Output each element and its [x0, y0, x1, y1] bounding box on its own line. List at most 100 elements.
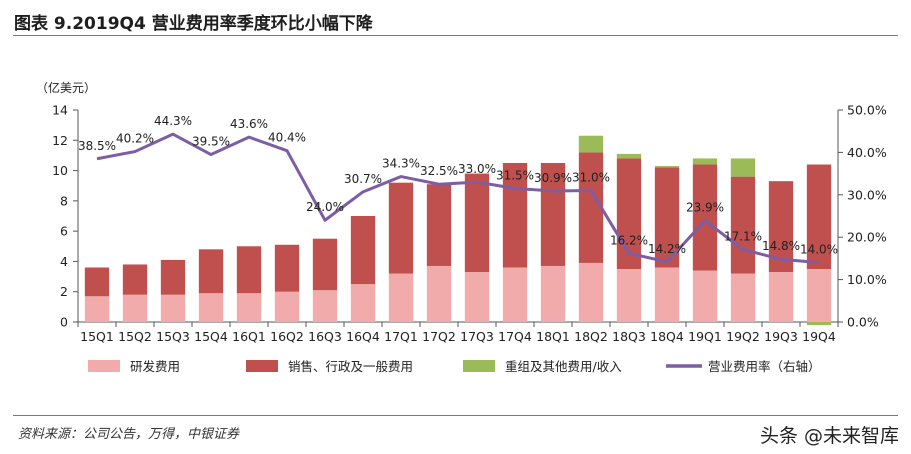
x-tick-label: 16Q2 [270, 329, 304, 344]
bar-sga [388, 182, 414, 274]
y-tick-label-left: 10 [52, 163, 68, 178]
bar-rd [350, 284, 376, 322]
y-tick-label-right: 50.0% [847, 103, 887, 118]
x-tick-label: 19Q2 [726, 329, 760, 344]
bar-rd [540, 265, 566, 322]
bar-sga [312, 238, 338, 291]
y-tick-label-left: 2 [60, 284, 68, 299]
y-tick-label-left: 6 [60, 224, 68, 239]
ratio-data-label: 16.2% [610, 233, 648, 247]
y-tick-label-right: 10.0% [847, 272, 887, 287]
title-divider [13, 35, 898, 36]
ratio-data-label: 24.0% [306, 200, 344, 214]
ratio-data-label: 30.7% [344, 172, 382, 186]
bar-rd [122, 294, 148, 322]
ratio-data-label: 31.5% [496, 168, 534, 182]
x-tick-label: 18Q4 [650, 329, 684, 344]
ratio-data-label: 40.2% [116, 132, 154, 146]
bar-sga [122, 264, 148, 295]
y-tick-label-left: 12 [52, 133, 68, 148]
bar-rd [806, 269, 832, 322]
ratio-line [96, 132, 820, 265]
y-tick-label-right: 30.0% [847, 187, 887, 202]
bar-rd [274, 291, 300, 322]
bar-sga [236, 246, 262, 294]
bar-restructuring [692, 158, 718, 165]
y-tick-label-left: 8 [60, 193, 68, 208]
watermark: 头条 @未来智库 [759, 425, 899, 447]
bar-rd [160, 294, 186, 322]
bar-rd [502, 267, 528, 322]
ratio-data-label: 34.3% [382, 157, 420, 171]
x-tick-label: 19Q1 [688, 329, 722, 344]
x-tick-label: 16Q3 [308, 329, 342, 344]
source-divider [13, 415, 898, 416]
legend-swatch [246, 360, 278, 372]
bar-sga [502, 163, 528, 268]
ratio-data-label: 14.2% [648, 242, 686, 256]
x-tick-label: 15Q1 [80, 329, 114, 344]
y-tick-label-left: 14 [52, 103, 68, 118]
legend-label: 营业费用率（右轴） [708, 359, 821, 374]
ratio-data-label: 38.5% [78, 139, 116, 153]
x-tick-label: 16Q1 [232, 329, 266, 344]
y-tick-label-right: 0.0% [847, 315, 879, 330]
bar-rd [464, 272, 490, 322]
bar-restructuring [616, 153, 642, 159]
x-tick-label: 17Q4 [498, 329, 532, 344]
bar-rd [312, 290, 338, 322]
bar-sga [350, 216, 376, 285]
x-tick-label: 18Q2 [574, 329, 608, 344]
legend-label: 研发费用 [130, 359, 180, 374]
legend: 研发费用 销售、行政及一般费用 重组及其他费用/收入 营业费用率（右轴） [88, 359, 821, 374]
y-tick-label-left: 0 [60, 315, 68, 330]
ratio-data-label: 43.6% [230, 117, 268, 131]
x-tick-label: 19Q3 [764, 329, 798, 344]
bar-sga [692, 164, 718, 271]
bar-rd [578, 262, 604, 322]
bar-sga [578, 152, 604, 263]
ratio-data-label: 39.5% [192, 135, 230, 149]
y-tick-label-left: 4 [60, 254, 68, 269]
bars [84, 135, 832, 326]
x-tick-label: 15Q2 [118, 329, 152, 344]
bar-sga [84, 267, 110, 297]
x-tick-label: 15Q3 [156, 329, 190, 344]
bar-restructuring [730, 158, 756, 177]
x-tick-label: 19Q4 [802, 329, 836, 344]
legend-swatch [88, 360, 120, 372]
x-tick-label: 17Q1 [384, 329, 418, 344]
x-tick-label: 17Q2 [422, 329, 456, 344]
x-tick-label: 16Q4 [346, 329, 380, 344]
source-note: 资料来源：公司公告，万得，中银证券 [18, 427, 240, 442]
ratio-series-line [96, 132, 820, 265]
ratio-data-label: 23.9% [686, 201, 724, 215]
bar-sga [730, 176, 756, 274]
legend-label: 销售、行政及一般费用 [288, 359, 413, 374]
bar-sga [540, 163, 566, 266]
ratio-data-label: 44.3% [154, 114, 192, 128]
bar-rd [426, 265, 452, 322]
y-axis-left-unit: （亿美元） [36, 80, 96, 95]
x-tick-label: 17Q3 [460, 329, 494, 344]
y-tick-label-right: 40.0% [847, 145, 887, 160]
bar-sga [274, 244, 300, 292]
legend-swatch [463, 360, 495, 372]
ratio-data-label: 33.0% [458, 162, 496, 176]
bar-restructuring [654, 166, 680, 168]
bar-sga [464, 173, 490, 273]
bar-rd [768, 272, 794, 322]
bar-rd [198, 293, 224, 322]
axes: （亿美元） 0 2 4 6 8 10 12 14 0.0% 10.0% 20.0% 30.0% 40.0%… [36, 80, 887, 344]
ratio-data-label: 14.8% [762, 239, 800, 253]
ratio-data-label: 14.0% [800, 243, 838, 257]
x-tick-label: 18Q1 [536, 329, 570, 344]
bar-sga [198, 249, 224, 294]
y-tick-label-right: 20.0% [847, 230, 887, 245]
legend-label: 重组及其他费用/收入 [505, 359, 622, 374]
bar-sga [426, 184, 452, 266]
bar-rd [236, 293, 262, 322]
x-tick-label: 18Q3 [612, 329, 646, 344]
bar-sga [806, 164, 832, 269]
